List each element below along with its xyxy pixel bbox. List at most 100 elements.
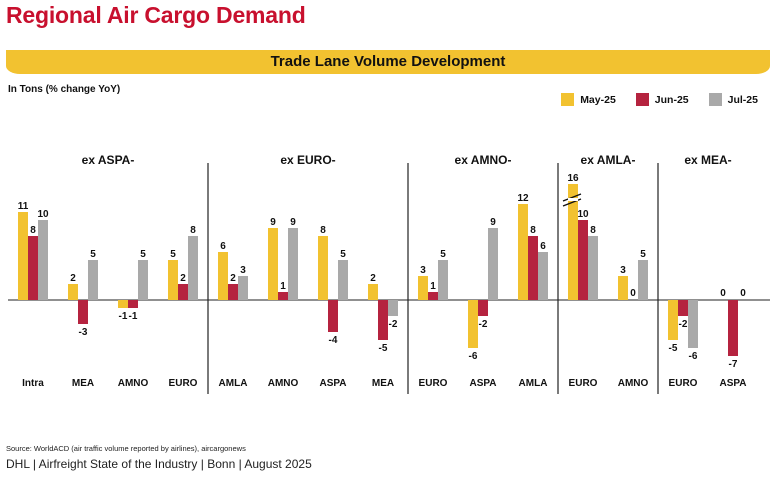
category-label-5-2: ASPA [719,378,746,389]
bar-3-1-jun-25 [428,292,438,300]
bar-5-2-jun-25 [728,300,738,356]
bar-5-1-jun-25 [678,300,688,316]
data-label-1-1-may-25: 11 [18,201,29,212]
data-label-5-2-jul-25: 0 [740,288,746,299]
axis-break-gap [568,198,578,201]
category-label-2-2: AMNO [268,378,299,389]
data-label-4-1-may-25: 16 [567,173,579,184]
group-label-4: ex AMLA- [581,153,636,167]
footer: DHL | Airfreight State of the Industry |… [6,457,312,471]
bar-5-1-may-25 [668,300,678,340]
data-label-1-3-may-25: -1 [119,311,128,322]
bar-1-3-jun-25 [128,300,138,308]
data-label-2-1-may-25: 6 [220,241,226,252]
legend-item-jul: Jul-25 [708,93,758,106]
data-label-5-1-jul-25: -6 [689,351,698,362]
category-label-1-3: AMNO [118,378,149,389]
data-label-3-3-jun-25: 8 [530,225,536,236]
bar-4-1-jun-25 [578,220,588,300]
bar-1-1-jul-25 [38,220,48,300]
data-label-1-1-jul-25: 10 [37,209,49,220]
bar-4-2-may-25 [618,276,628,300]
category-label-3-2: ASPA [469,378,496,389]
bar-3-3-jul-25 [538,252,548,300]
bar-3-2-jul-25 [488,228,498,300]
category-label-4-1: EURO [569,378,598,389]
data-label-2-1-jun-25: 2 [230,273,236,284]
bar-2-3-jun-25 [328,300,338,332]
bar-2-2-may-25 [268,228,278,300]
bar-1-2-jun-25 [78,300,88,324]
bar-1-4-jun-25 [178,284,188,300]
bar-4-1-jul-25 [588,236,598,300]
legend-swatch-may [561,93,575,106]
bar-2-3-jul-25 [338,260,348,300]
bar-3-2-may-25 [468,300,478,348]
legend-item-may: May-25 [561,93,616,106]
axis-break-mark-1 [562,193,582,202]
data-label-3-1-jul-25: 5 [440,249,446,260]
data-label-2-4-may-25: 2 [370,273,376,284]
bar-2-3-may-25 [318,236,328,300]
data-label-4-2-may-25: 3 [620,265,626,276]
data-label-3-3-may-25: 12 [517,193,529,204]
group-label-5: ex MEA- [684,153,731,167]
data-label-1-4-jun-25: 2 [180,273,186,284]
bar-2-4-may-25 [368,284,378,300]
chart-title-banner: Trade Lane Volume Development [6,50,770,74]
data-label-2-3-jul-25: 5 [340,249,346,260]
category-label-2-3: ASPA [319,378,346,389]
data-label-3-2-jun-25: -2 [479,319,488,330]
bar-1-3-jul-25 [138,260,148,300]
legend-label-may: May-25 [580,93,616,106]
bar-3-3-jun-25 [528,236,538,300]
page-title: Regional Air Cargo Demand [6,2,306,28]
bar-2-4-jul-25 [388,300,398,316]
group-label-2: ex EURO- [280,153,335,167]
data-label-3-2-may-25: -6 [469,351,478,362]
bar-3-2-jun-25 [478,300,488,316]
category-label-1-1: Intra [22,378,44,389]
data-label-5-1-may-25: -5 [669,343,678,354]
bar-4-1-may-25 [568,184,578,300]
bar-1-2-may-25 [68,284,78,300]
bar-1-4-may-25 [168,260,178,300]
data-label-2-2-jun-25: 1 [280,281,286,292]
bar-2-2-jun-25 [278,292,288,300]
category-label-3-3: AMLA [519,378,548,389]
bar-5-1-jul-25 [688,300,698,348]
category-label-4-2: AMNO [618,378,649,389]
legend: May-25 Jun-25 Jul-25 [561,93,758,106]
legend-swatch-jul [708,93,722,106]
data-label-3-3-jul-25: 6 [540,241,546,252]
data-label-5-2-may-25: 0 [720,288,726,299]
data-label-1-2-jul-25: 5 [90,249,96,260]
category-label-2-4: MEA [372,378,394,389]
legend-swatch-jun [635,93,649,106]
data-label-4-2-jun-25: 0 [630,288,636,299]
category-label-5-1: EURO [669,378,698,389]
source-note: Source: WorldACD (air traffic volume rep… [6,444,246,453]
chart-title: Trade Lane Volume Development [270,53,506,70]
data-label-4-1-jul-25: 8 [590,225,596,236]
bar-2-4-jun-25 [378,300,388,340]
data-label-3-1-may-25: 3 [420,265,426,276]
data-label-2-4-jun-25: -5 [379,343,388,354]
category-label-1-4: EURO [169,378,198,389]
legend-label-jun: Jun-25 [654,93,689,106]
data-label-2-2-jul-25: 9 [290,217,296,228]
data-label-1-4-may-25: 5 [170,249,176,260]
data-label-1-2-jun-25: -3 [79,327,88,338]
bar-4-2-jul-25 [638,260,648,300]
data-label-1-3-jun-25: -1 [129,311,138,322]
data-label-3-2-jul-25: 9 [490,217,496,228]
bar-1-1-jun-25 [28,236,38,300]
bar-1-3-may-25 [118,300,128,308]
bar-3-3-may-25 [518,204,528,300]
data-label-2-2-may-25: 9 [270,217,276,228]
data-label-5-2-jun-25: -7 [729,359,738,370]
bar-2-1-may-25 [218,252,228,300]
group-label-3: ex AMNO- [455,153,512,167]
category-label-1-2: MEA [72,378,94,389]
data-label-4-1-jun-25: 10 [577,209,589,220]
